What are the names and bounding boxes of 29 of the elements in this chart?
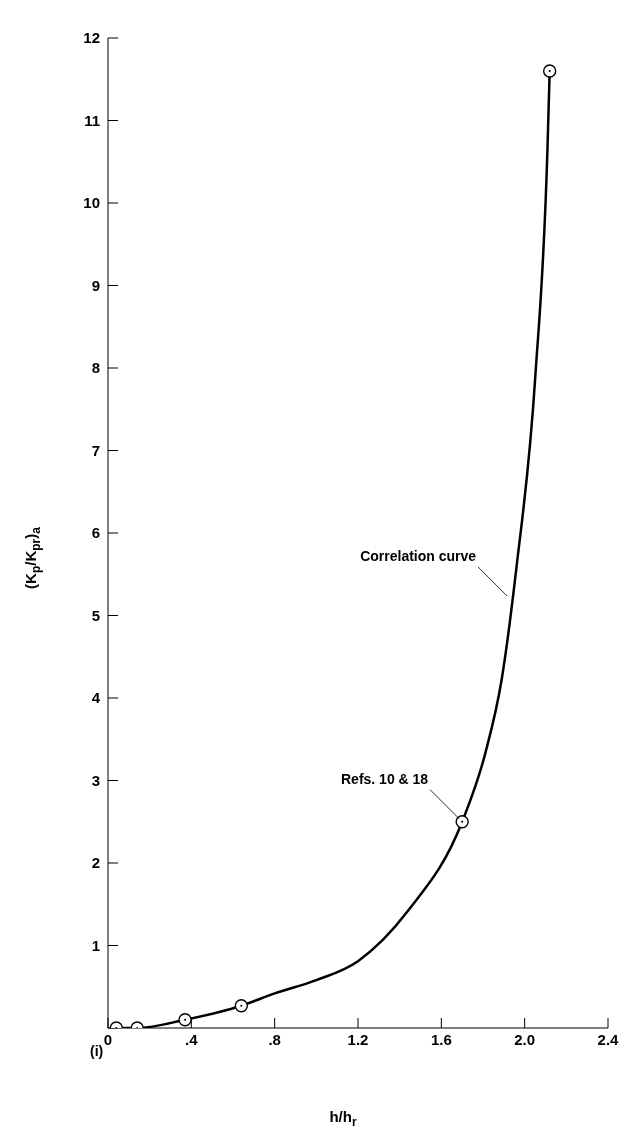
text: (i): [90, 1043, 104, 1059]
y-tick-label: 10: [83, 194, 100, 212]
x-tick-label: .4: [185, 1030, 199, 1048]
x-tick-label: 2.0: [514, 1030, 536, 1048]
x-tick-label: 2.4: [597, 1030, 620, 1048]
x-tick-label: .8: [268, 1030, 281, 1048]
y-tick-label: 6: [91, 524, 100, 542]
annotation: Refs. 10 & 18: [340, 770, 429, 787]
y-tick-label: 9: [91, 276, 100, 294]
callout-leader: Refs. 10 & 18: [341, 770, 460, 820]
callout-leader: Correlation curve: [360, 548, 508, 597]
y-tick-label: 11: [84, 111, 100, 129]
y-tick-label: 12: [83, 29, 100, 47]
y-tick-label: 5: [91, 606, 100, 624]
y-tick-label: 1: [91, 936, 100, 954]
y-tick-label: 8: [91, 359, 100, 377]
y-tick-label: 3: [91, 771, 100, 789]
x-tick-label: 0: [103, 1030, 113, 1048]
x-tick-label: 1.2: [347, 1030, 369, 1048]
annotation: Correlation curve: [360, 548, 477, 564]
y-tick-label: 2: [91, 854, 100, 872]
point: [178, 1013, 192, 1027]
x-tick-label: 1.6: [430, 1030, 452, 1048]
x-axis-title: h/h$_{r}$: [329, 1108, 357, 1130]
y-tick-label: 7: [91, 441, 100, 459]
point: [455, 815, 469, 829]
point: [234, 999, 249, 1013]
point: [542, 64, 557, 78]
y-tick-label: 4: [91, 689, 101, 707]
